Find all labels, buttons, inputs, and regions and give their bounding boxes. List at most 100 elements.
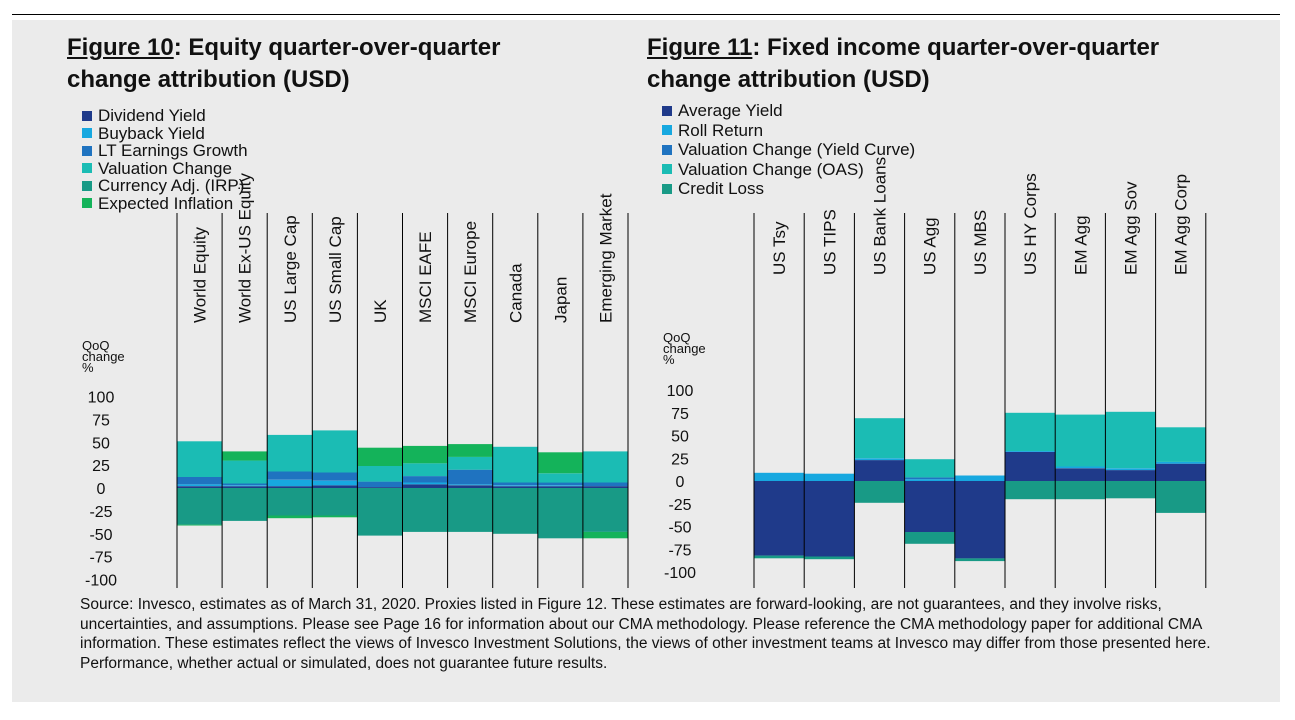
- figure-11-number: Figure 11: [647, 34, 753, 61]
- fixed-income-bar-us-tsy-credit-loss: [754, 555, 805, 559]
- fixed-income-y-tick-label: -25: [668, 497, 691, 514]
- fixed-income-bar-us-hy-corps-credit-loss: [1005, 481, 1056, 500]
- equity-legend-label: Valuation Change: [98, 158, 232, 178]
- fixed-income-bar-us-bank-loans-valuation-change-oas: [854, 418, 905, 459]
- equity-bar-japan-currency-adj-irp: [537, 488, 583, 539]
- fixed-income-bar-us-agg-valuation-change-yield-curve: [904, 477, 955, 480]
- figure-10-title-text: : Equity quarter-over-quarter change att…: [67, 34, 501, 93]
- equity-bar-us-large-cap-buyback-yield: [267, 479, 313, 487]
- fixed-income-category-label-us-mbs: US MBS: [971, 210, 990, 275]
- equity-bar-world-equity-buyback-yield: [177, 484, 223, 487]
- equity-category-label-us-small-cap: US Small Cap: [326, 216, 345, 323]
- equity-bar-world-equity-dividend-yield: [177, 486, 223, 488]
- fixed-income-legend-swatch: [662, 125, 672, 136]
- equity-bar-world-ex-us-equity-lt-earnings-growth: [222, 483, 268, 486]
- equity-category-label-world-ex-us-equity: World Ex-US Equity: [236, 173, 255, 323]
- fixed-income-legend-label: Credit Loss: [678, 179, 764, 198]
- fixed-income-y-tick-label: 100: [667, 383, 694, 400]
- equity-y-tick-label: 25: [92, 458, 110, 475]
- equity-bar-uk-currency-adj-irp: [357, 488, 403, 536]
- equity-bar-us-large-cap-currency-adj-irp: [267, 488, 313, 516]
- fixed-income-legend-swatch: [662, 105, 672, 116]
- equity-y-tick-label: 75: [92, 412, 110, 429]
- fixed-income-legend-label: Roll Return: [678, 120, 764, 140]
- equity-y-axis-label: change: [82, 349, 125, 364]
- fixed-income-bar-us-tips-roll-return: [804, 473, 855, 481]
- equity-bar-msci-eafe-buyback-yield: [402, 482, 448, 485]
- equity-legend-item-valuation-change: Valuation Change: [82, 158, 248, 178]
- fixed-income-bar-us-hy-corps-valuation-change-oas: [1005, 412, 1056, 451]
- fixed-income-bar-us-bank-loans-average-yield: [854, 460, 905, 481]
- fixed-income-bar-em-agg-corp-valuation-change-oas: [1155, 427, 1206, 462]
- fixed-income-category-label-em-agg-sov: EM Agg Sov: [1122, 181, 1141, 275]
- fixed-income-y-axis-label: change: [663, 341, 706, 356]
- equity-legend-swatch: [82, 163, 92, 174]
- equity-bar-world-ex-us-equity-expected-inflation: [222, 451, 268, 461]
- equity-bar-msci-eafe-valuation-change: [402, 463, 448, 477]
- figure-10-title: Figure 10: Equity quarter-over-quarter c…: [67, 32, 587, 96]
- equity-bar-canada-valuation-change: [492, 446, 538, 483]
- fixed-income-y-axis-label: QoQ: [663, 330, 690, 345]
- equity-bar-msci-eafe-currency-adj-irp: [402, 488, 448, 532]
- fixed-income-category-label-us-tsy: US Tsy: [770, 221, 789, 275]
- equity-bar-world-equity-expected-inflation: [177, 524, 223, 526]
- equity-bar-msci-europe-buyback-yield: [447, 484, 493, 486]
- equity-bar-world-ex-us-equity-dividend-yield: [222, 486, 268, 488]
- fixed-income-category-label-us-agg: US Agg: [921, 217, 940, 275]
- equity-bar-us-large-cap-dividend-yield: [267, 486, 313, 488]
- equity-legend: Dividend Yield Buyback Yield LT Earnings G…: [82, 107, 248, 212]
- equity-bar-us-small-cap-dividend-yield: [312, 485, 358, 488]
- equity-bar-msci-europe-lt-earnings-growth: [447, 469, 493, 485]
- fixed-income-bar-us-mbs-credit-loss: [954, 558, 1005, 562]
- fixed-income-y-axis-label: %: [663, 352, 675, 367]
- equity-bar-canada-lt-earnings-growth: [492, 482, 538, 486]
- equity-bar-us-large-cap-valuation-change: [267, 434, 313, 472]
- equity-category-label-world-equity: World Equity: [191, 226, 210, 323]
- equity-bar-canada-currency-adj-irp: [492, 488, 538, 534]
- fixed-income-y-tick-label: -75: [668, 542, 691, 559]
- equity-bar-world-ex-us-equity-currency-adj-irp: [222, 488, 268, 521]
- fixed-income-bar-us-tsy-average-yield: [754, 481, 805, 556]
- fixed-income-y-tick-label: 50: [671, 429, 689, 446]
- equity-legend-label: Currency Adj. (IRP): [98, 176, 245, 195]
- fixed-income-legend: Average Yield Roll Return Valuation Change…: [662, 101, 915, 199]
- equity-bar-japan-buyback-yield: [537, 485, 583, 487]
- equity-bar-us-small-cap-lt-earnings-growth: [312, 472, 358, 481]
- equity-y-axis-label: %: [82, 360, 94, 375]
- fixed-income-y-tick-label: 0: [676, 474, 685, 491]
- fixed-income-legend-swatch: [662, 183, 672, 194]
- fixed-income-bar-us-bank-loans-roll-return: [854, 458, 905, 461]
- equity-y-tick-label: 100: [88, 390, 115, 407]
- fixed-income-bar-em-agg-valuation-change-oas: [1055, 414, 1106, 467]
- fixed-income-category-label-us-bank-loans: US Bank Loans: [871, 157, 890, 275]
- fixed-income-bar-em-agg-sov-credit-loss: [1105, 481, 1156, 499]
- fixed-income-y-tick-label: 75: [671, 406, 689, 423]
- fixed-income-bar-em-agg-sov-average-yield: [1105, 470, 1156, 481]
- equity-y-tick-label: 50: [92, 435, 110, 452]
- equity-y-tick-label: -25: [89, 504, 112, 521]
- equity-bar-msci-eafe-dividend-yield: [402, 484, 448, 488]
- equity-bar-world-equity-valuation-change: [177, 441, 223, 477]
- fixed-income-bar-us-agg-roll-return: [904, 479, 955, 481]
- equity-y-tick-label: -100: [85, 573, 117, 590]
- equity-category-label-msci-eafe: MSCI EAFE: [416, 231, 435, 323]
- equity-bar-msci-europe-valuation-change: [447, 456, 493, 470]
- equity-bar-uk-lt-earnings-growth: [357, 481, 403, 488]
- fixed-income-bar-em-agg-corp-roll-return: [1155, 461, 1206, 464]
- equity-bar-us-small-cap-valuation-change: [312, 430, 358, 473]
- equity-bar-japan-lt-earnings-growth: [537, 482, 583, 486]
- figure-11-title-text: : Fixed income quarter-over-quarter chan…: [647, 34, 1160, 93]
- fixed-income-bar-us-hy-corps-roll-return: [1005, 451, 1056, 452]
- equity-legend-item-lt-earnings-growth: LT Earnings Growth: [82, 142, 248, 160]
- equity-bar-emerging-market-expected-inflation: [582, 531, 628, 539]
- fixed-income-category-label-us-hy-corps: US HY Corps: [1021, 173, 1040, 275]
- equity-bar-us-small-cap-currency-adj-irp: [312, 488, 358, 516]
- equity-legend-swatch: [82, 128, 92, 139]
- equity-bar-us-small-cap-expected-inflation: [312, 515, 358, 518]
- equity-bar-world-equity-lt-earnings-growth: [177, 477, 223, 485]
- fixed-income-bar-em-agg-corp-average-yield: [1155, 463, 1206, 481]
- equity-bar-us-large-cap-lt-earnings-growth: [267, 471, 313, 480]
- fixed-income-legend-label: Valuation Change (Yield Curve): [678, 140, 916, 159]
- fixed-income-legend-label: Average Yield: [678, 101, 783, 120]
- equity-legend-swatch: [82, 180, 92, 191]
